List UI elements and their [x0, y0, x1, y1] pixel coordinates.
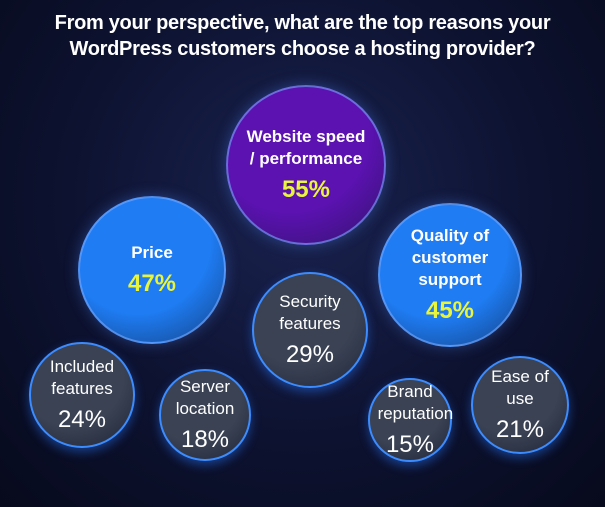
- bubble: Quality of customer support 45%: [377, 202, 523, 348]
- bubble-label: Server location: [175, 376, 235, 418]
- value-label: 45%: [425, 296, 475, 324]
- value-label: 29%: [285, 340, 334, 368]
- value-label: 47%: [127, 269, 177, 297]
- chart-title: From your perspective, what are the top …: [54, 12, 551, 60]
- bubble-label: Quality of customer support: [410, 225, 490, 289]
- bubble: Brand reputation 15%: [368, 378, 454, 462]
- bubble-label: Included features: [49, 356, 115, 398]
- bubble-label: Ease of use: [491, 366, 549, 408]
- bubble: Ease of use 21%: [470, 355, 570, 455]
- value-label: 21%: [495, 415, 544, 443]
- bubble-label: Price: [131, 242, 173, 262]
- value-label: 55%: [281, 175, 330, 203]
- bubble: Server location 18%: [159, 369, 251, 461]
- bubble: Price 47%: [77, 195, 227, 345]
- bubble: Security features 29%: [251, 271, 369, 389]
- value-label: 24%: [57, 405, 106, 433]
- bubble: Included features 24%: [29, 342, 135, 448]
- value-label: 15%: [385, 430, 434, 458]
- bubble-label: Brand reputation: [377, 381, 454, 423]
- bubble-label: Website speed / performance: [246, 126, 366, 168]
- value-label: 18%: [180, 425, 230, 453]
- bubble: Website speed / performance 55%: [225, 84, 387, 246]
- bubble-label: Security features: [279, 291, 341, 333]
